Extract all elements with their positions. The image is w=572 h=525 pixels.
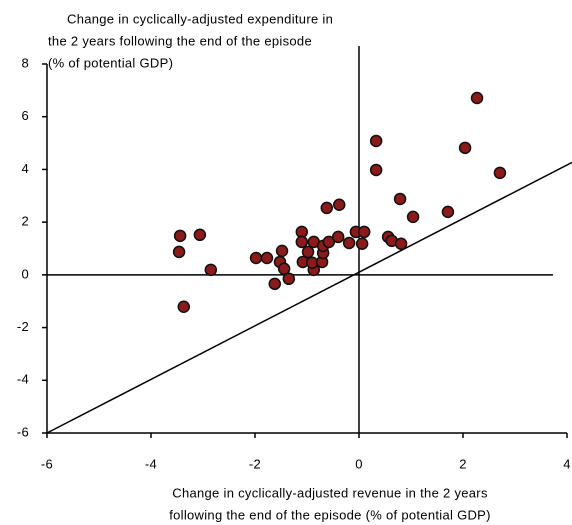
point — [369, 134, 383, 148]
point — [369, 163, 383, 177]
point — [441, 205, 455, 219]
point — [332, 198, 346, 211]
y-tick-label: 8 — [21, 55, 29, 70]
y-tick-label: 0 — [21, 266, 29, 281]
diagonal-line — [46, 161, 572, 434]
x-axis-label: following the end of the episode (% of p… — [169, 507, 491, 522]
point — [406, 210, 420, 224]
point — [249, 251, 263, 265]
point — [268, 277, 282, 291]
x-axis-label: Change in cyclically-adjusted revenue in… — [172, 485, 488, 500]
point — [470, 91, 484, 105]
point — [301, 245, 315, 259]
point — [357, 225, 371, 239]
x-tick-label: -2 — [249, 456, 261, 471]
point — [458, 141, 472, 155]
y-tick-label: -6 — [17, 424, 29, 439]
point — [275, 244, 289, 258]
point — [394, 237, 408, 251]
point — [173, 229, 187, 243]
x-tick-label: 4 — [563, 456, 571, 471]
point — [193, 228, 207, 242]
point — [493, 166, 507, 180]
point — [177, 300, 191, 313]
point — [322, 235, 336, 249]
point — [172, 245, 186, 259]
y-tick-label: 4 — [21, 161, 29, 176]
point — [204, 263, 218, 277]
point — [277, 262, 291, 276]
y-axis-label: the 2 years following the end of the epi… — [48, 33, 312, 48]
y-tick-label: -4 — [17, 372, 29, 387]
y-axis-label: (% of potential GDP) — [48, 55, 173, 70]
y-tick-label: 6 — [21, 108, 29, 123]
y-tick-label: 2 — [21, 214, 29, 229]
point — [331, 230, 345, 244]
point — [355, 237, 369, 251]
x-tick-label: -6 — [41, 456, 53, 471]
point — [295, 235, 309, 249]
point — [260, 251, 274, 265]
point — [393, 192, 407, 206]
y-axis-label: Change in cyclically-adjusted expenditur… — [67, 11, 333, 26]
point — [320, 201, 334, 215]
x-tick-label: 2 — [459, 456, 467, 471]
y-tick-label: -2 — [17, 319, 29, 334]
point — [342, 236, 356, 250]
x-tick-label: -4 — [145, 456, 157, 471]
x-tick-label: 0 — [355, 456, 363, 471]
point — [282, 272, 296, 286]
